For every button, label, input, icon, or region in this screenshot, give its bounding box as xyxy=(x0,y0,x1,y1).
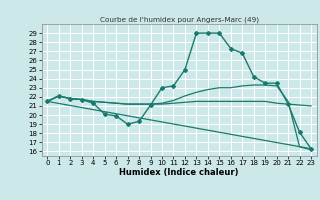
X-axis label: Humidex (Indice chaleur): Humidex (Indice chaleur) xyxy=(119,168,239,177)
Title: Courbe de l'humidex pour Angers-Marc (49): Courbe de l'humidex pour Angers-Marc (49… xyxy=(100,16,259,23)
